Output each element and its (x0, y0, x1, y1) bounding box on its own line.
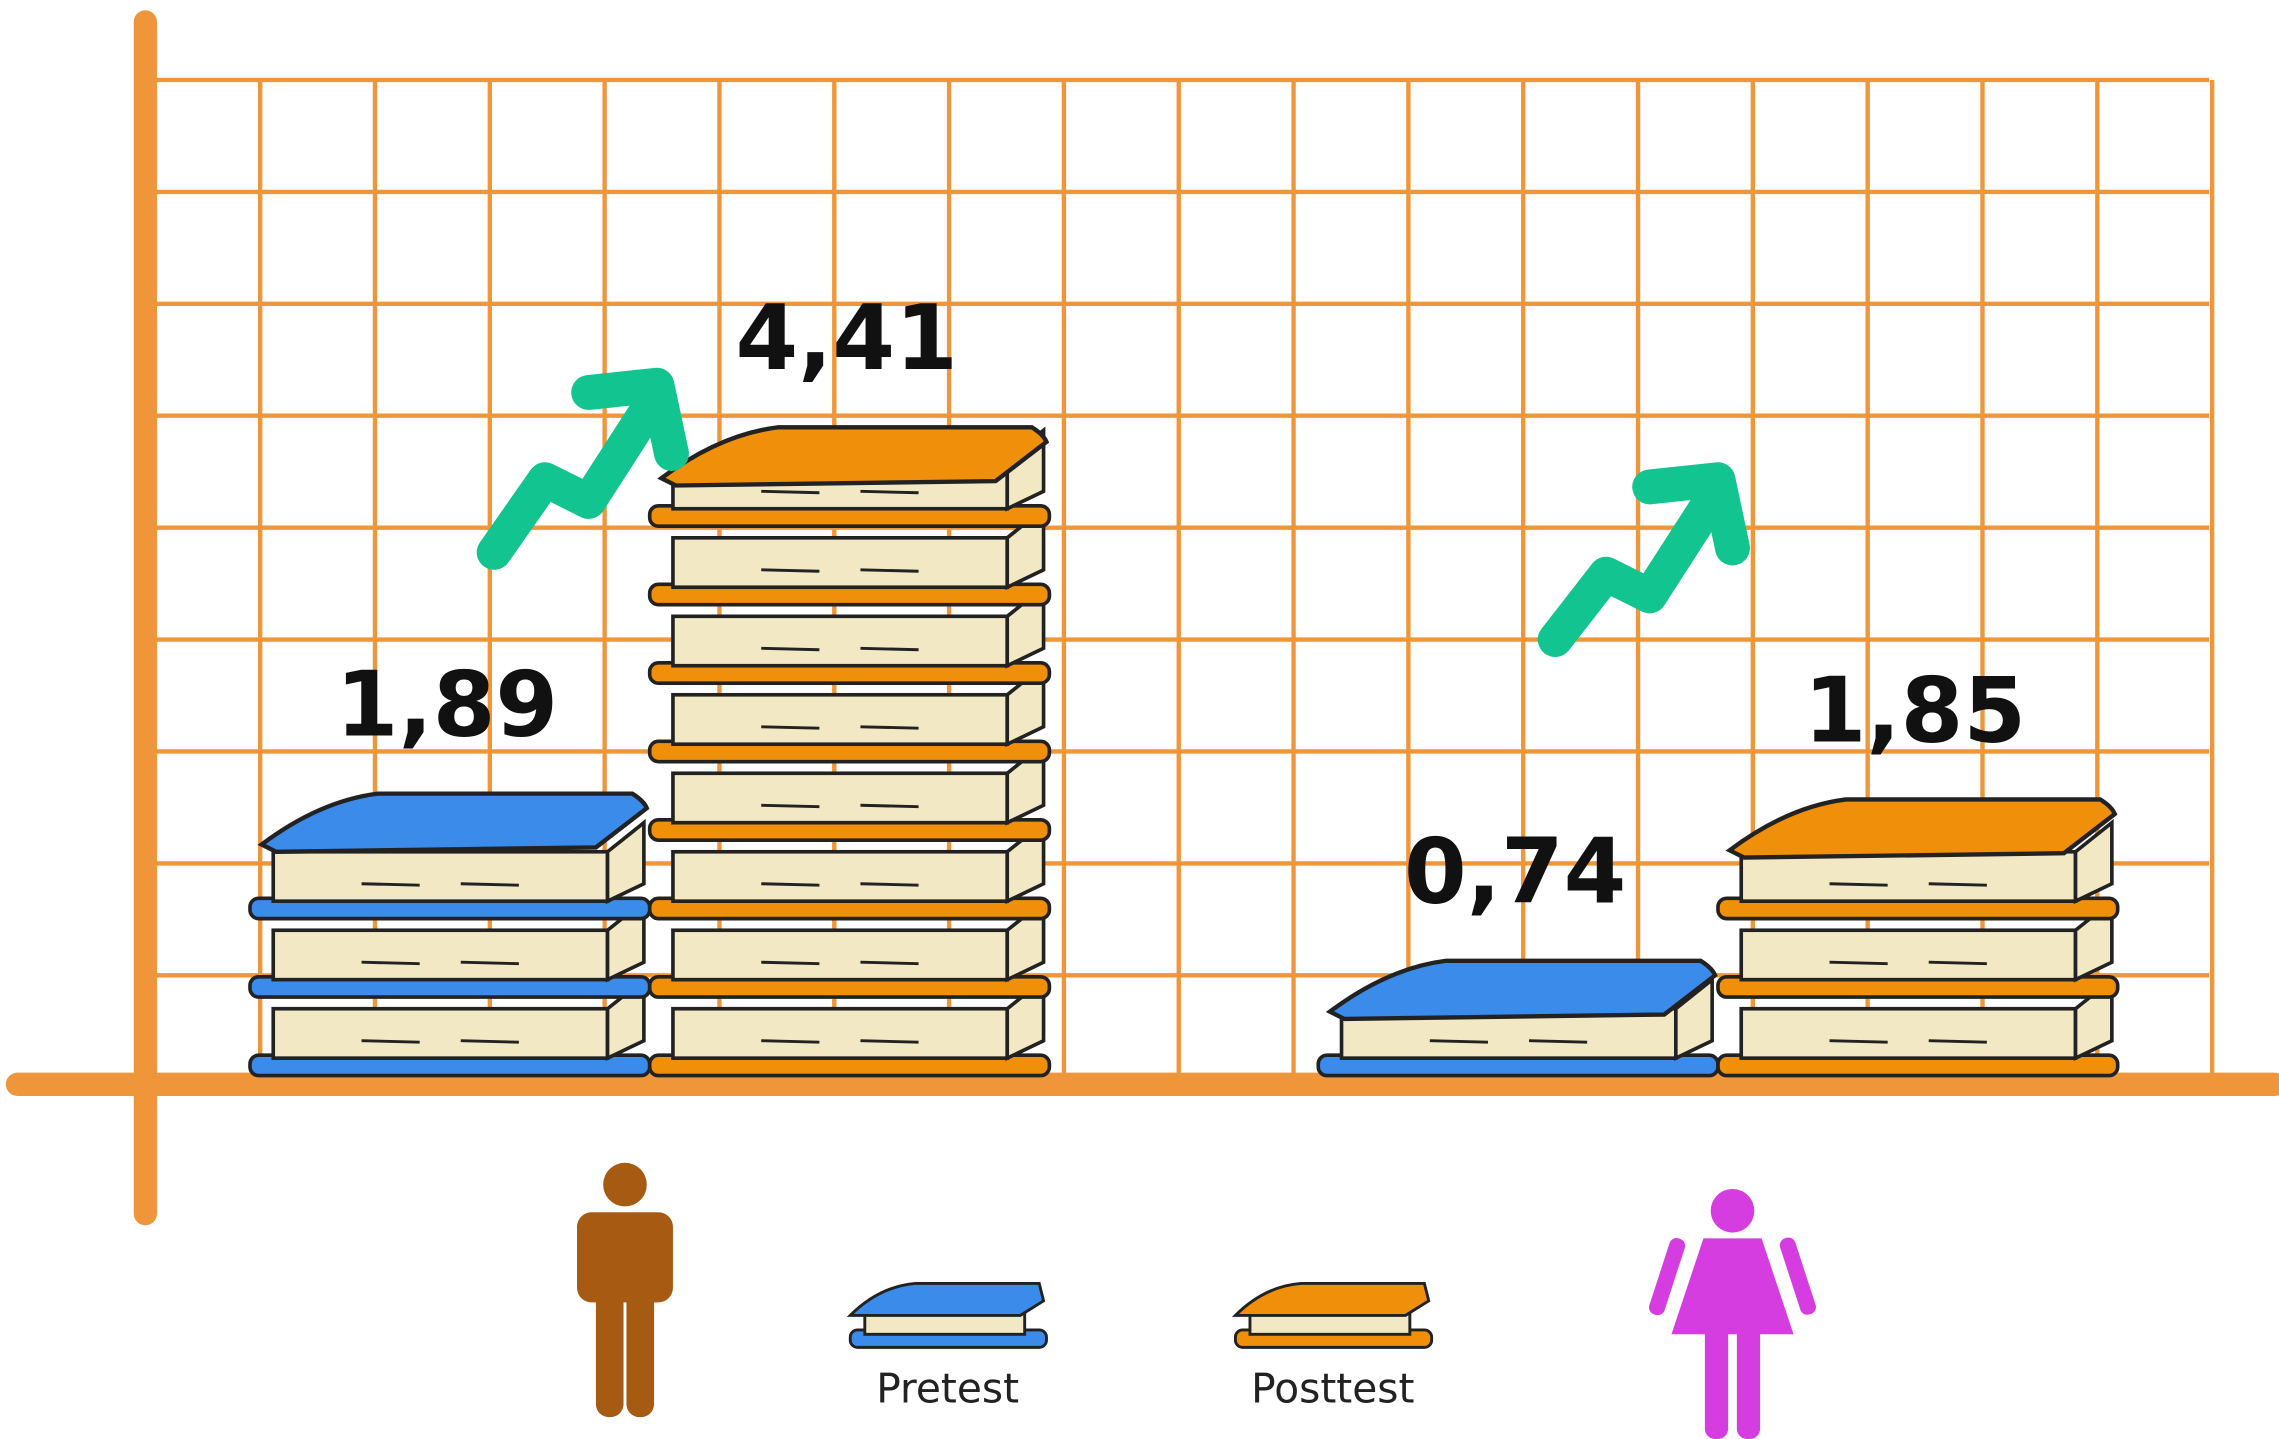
legend-top (1231, 1281, 1431, 1317)
legend-label: Posttest (1251, 1365, 1414, 1413)
book-spine (605, 818, 646, 905)
book-top-cover (1325, 958, 1718, 1022)
value-label: 1,89 (336, 652, 558, 757)
female-icon (1649, 1188, 1816, 1439)
page-line (1928, 1039, 1987, 1044)
page-line (761, 646, 820, 652)
page-line (761, 568, 820, 573)
page-line (761, 725, 820, 730)
book-pages (671, 614, 1010, 668)
book-pages (271, 1006, 610, 1060)
page-line (460, 1039, 519, 1044)
page-line (1429, 1039, 1488, 1044)
book-pages (671, 692, 1010, 747)
page-line (860, 489, 919, 495)
page-line (860, 568, 919, 573)
page-line (1928, 882, 1987, 887)
page-line (761, 960, 820, 966)
book-pages (671, 1006, 1010, 1060)
book-pages (1739, 849, 2078, 903)
page-line (860, 882, 919, 887)
book-pages (671, 928, 1010, 982)
value-label: 0,74 (1404, 820, 1626, 925)
page-line (1829, 1039, 1888, 1044)
page-line (860, 646, 919, 652)
page-line (1528, 1039, 1588, 1044)
page-line (361, 1039, 420, 1044)
book-pages (671, 849, 1010, 903)
book-top-cover (1725, 797, 2118, 860)
value-label: 1,85 (1804, 658, 2026, 763)
book-stack (248, 791, 652, 1078)
growth-arrow (1537, 462, 1750, 658)
page-line (361, 960, 420, 966)
book-pages (271, 928, 610, 982)
book-pages (671, 771, 1010, 825)
book-spine (2073, 818, 2114, 905)
page-line (860, 960, 919, 966)
page-line (860, 1039, 919, 1044)
page-line (361, 882, 420, 887)
book-stack (1716, 797, 2120, 1078)
book-top-cover (257, 791, 650, 854)
page-line (860, 803, 919, 809)
page-line (860, 725, 919, 730)
page-line (460, 960, 519, 966)
book-stack (1316, 958, 1720, 1078)
book-pages (1739, 928, 2078, 982)
page-line (1829, 882, 1888, 887)
page-line (761, 882, 820, 887)
value-label: 4,41 (735, 286, 957, 391)
male-icon (577, 1162, 673, 1418)
page-line (761, 803, 820, 809)
book-pages (671, 536, 1010, 590)
page-line (1928, 960, 1987, 966)
growth-arrow (476, 367, 689, 570)
book-stack (647, 425, 1052, 1078)
page-line (1829, 960, 1888, 966)
book-pages (1739, 1006, 2078, 1060)
legend-label: Pretest (876, 1365, 1019, 1413)
legend-top (846, 1281, 1046, 1317)
page-line (761, 1039, 820, 1044)
book-top-cover (657, 425, 1050, 488)
book-pages (271, 849, 610, 903)
legend: Pretest Posttest (846, 1281, 1434, 1413)
bars: 1,89 0,74 4,41 1,85 (248, 286, 2120, 1078)
page-line (460, 882, 519, 887)
page-line (761, 489, 820, 495)
